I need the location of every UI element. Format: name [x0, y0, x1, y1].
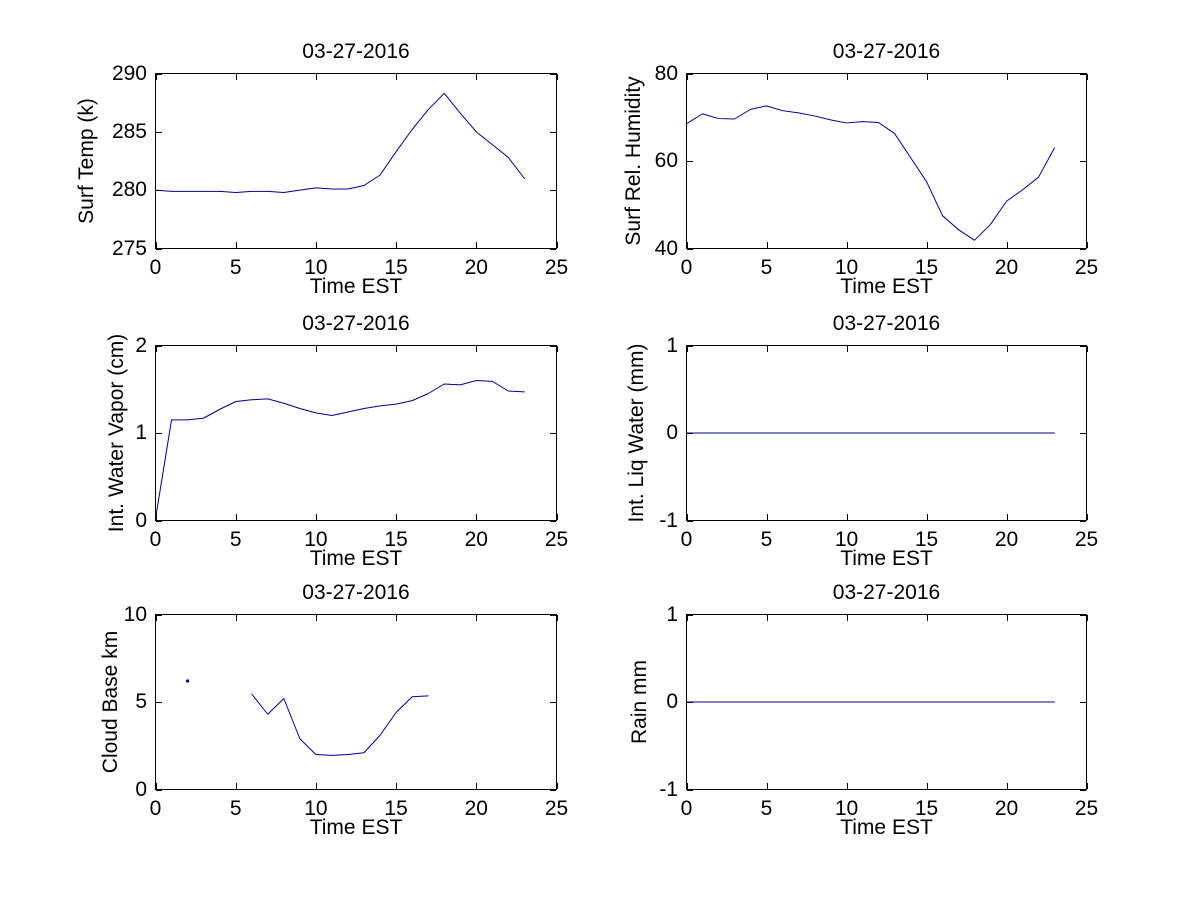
x-axis-label: Time EST	[840, 275, 933, 298]
water-vapor-plot-area	[155, 345, 558, 522]
x-tick-label: 25	[1074, 256, 1099, 279]
x-tick-label: 0	[149, 797, 162, 820]
x-axis-label: Time EST	[309, 547, 403, 570]
x-axis-label: Time EST	[309, 275, 403, 298]
x-tick-label: 10	[834, 528, 859, 551]
y-tick-label: 80	[654, 61, 678, 85]
y-tick-label: 0	[666, 421, 678, 444]
y-tick-label: 1	[135, 421, 147, 444]
x-tick-label: 20	[994, 797, 1019, 820]
x-tick-label: 25	[544, 528, 569, 551]
x-axis-label: Time EST	[309, 816, 403, 839]
subplot-surf-temp: 03-27-2016 Surf Temp (k) Time EST 0 5 10 15…	[75, 40, 568, 298]
y-tick-label: -1	[659, 777, 678, 801]
x-tick-label: 10	[834, 797, 859, 820]
y-tick-label: 280	[111, 178, 147, 202]
data-line-surf-rel-humidity	[686, 105, 1055, 241]
y-tick-label: 285	[111, 119, 147, 143]
y-tick-label: -1	[659, 508, 678, 532]
x-tick-label: 5	[229, 256, 242, 279]
surf-temp-plot-area	[155, 73, 558, 250]
subplot-water-vapor: 03-27-2016 Int. Water Vapor (cm) Time ES…	[105, 312, 568, 570]
axis-box	[155, 614, 557, 790]
subplot-rel-humidity: 03-27-2016 Surf Rel. Humidity Time EST 0…	[622, 40, 1098, 298]
x-tick-label: 0	[680, 256, 693, 279]
data-line-surf-temp-k	[155, 92, 525, 193]
x-tick-label: 10	[304, 528, 328, 551]
x-tick-label: 20	[464, 528, 488, 551]
x-tick-label: 5	[229, 797, 242, 820]
x-tick-label: 25	[1074, 797, 1099, 820]
x-tick-label: 15	[914, 256, 939, 279]
y-tick-label: 10	[123, 602, 147, 626]
axis-box	[155, 73, 557, 249]
x-tick-label: 5	[760, 797, 773, 820]
y-tick-label: 0	[666, 690, 678, 713]
plot-title: 03-27-2016	[302, 40, 410, 63]
plot-title: 03-27-2016	[832, 312, 941, 335]
y-tick-label: 60	[654, 149, 678, 172]
x-tick-label: 5	[760, 256, 773, 279]
y-tick-label: 5	[135, 690, 147, 713]
x-tick-label: 20	[994, 528, 1019, 551]
x-tick-label: 20	[464, 256, 488, 279]
data-line-cloud-base	[251, 693, 429, 756]
subplot-cloud-base: 03-27-2016 Cloud Base km Time EST 0 5 10 15…	[99, 581, 568, 839]
rel-humidity-plot-area	[686, 73, 1088, 250]
plot-title: 03-27-2016	[302, 312, 410, 335]
x-tick-label: 20	[464, 797, 488, 820]
x-axis-label: Time EST	[840, 547, 933, 570]
y-tick-label: 275	[111, 236, 147, 260]
data-point-cloud-base-isolated-point	[185, 679, 190, 683]
y-tick-label: 40	[654, 236, 678, 260]
x-axis-label: Time EST	[840, 816, 933, 839]
subplot-liq-water: 03-27-2016 Int. Liq Water (mm) Time EST …	[625, 312, 1098, 570]
axis-box	[155, 345, 557, 521]
x-tick-label: 25	[544, 797, 569, 820]
y-tick-label: 1	[666, 602, 678, 626]
cloud-base-plot-area	[155, 614, 558, 791]
plot-title: 03-27-2016	[302, 581, 410, 604]
x-tick-label: 15	[914, 528, 939, 551]
x-tick-label: 10	[304, 256, 328, 279]
x-tick-label: 25	[544, 256, 569, 279]
x-tick-label: 0	[680, 528, 693, 551]
x-tick-label: 0	[680, 797, 693, 820]
x-tick-label: 15	[384, 797, 408, 820]
subplot-rain: 03-27-2016 Rain mm Time EST 0 5 10 15 20 25 -1…	[628, 581, 1098, 839]
x-tick-label: 0	[149, 256, 162, 279]
y-tick-label: 290	[111, 61, 147, 85]
x-tick-label: 5	[760, 528, 773, 551]
x-tick-label: 15	[384, 528, 408, 551]
y-tick-label: 0	[135, 508, 147, 532]
x-tick-label: 0	[149, 528, 162, 551]
y-axis-label: Surf Temp (k)	[75, 98, 98, 224]
plot-title: 03-27-2016	[832, 40, 941, 63]
x-tick-label: 5	[229, 528, 242, 551]
data-line-int-water-vapor	[155, 380, 525, 520]
x-tick-label: 25	[1074, 528, 1099, 551]
liq-water-plot-area	[686, 345, 1088, 522]
y-tick-label: 0	[135, 777, 147, 801]
rain-plot-area	[686, 614, 1088, 791]
axis-box	[686, 73, 1087, 249]
plot-title: 03-27-2016	[832, 581, 941, 604]
x-tick-label: 10	[834, 256, 859, 279]
x-tick-label: 20	[994, 256, 1019, 279]
y-tick-label: 1	[666, 333, 678, 357]
x-tick-label: 15	[384, 256, 408, 279]
x-tick-label: 10	[304, 797, 328, 820]
x-tick-label: 15	[914, 797, 939, 820]
y-tick-label: 2	[135, 333, 147, 357]
